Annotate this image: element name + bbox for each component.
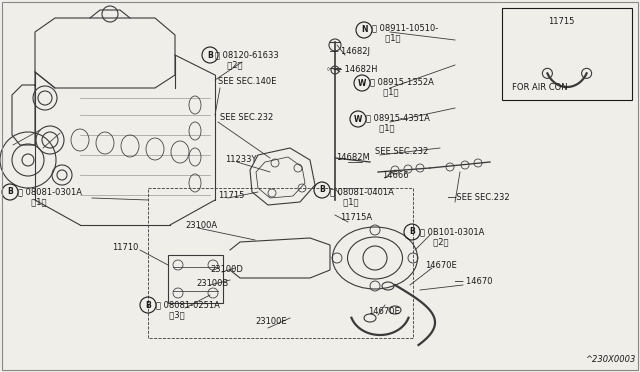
Bar: [168, 255, 223, 303]
Text: （3）: （3）: [164, 311, 184, 320]
Text: 14670E: 14670E: [368, 308, 400, 317]
Text: （1）: （1）: [338, 198, 358, 206]
Text: SEE SEC.140E: SEE SEC.140E: [218, 77, 276, 87]
Bar: [148, 188, 413, 338]
Text: SEE SEC.232: SEE SEC.232: [220, 113, 273, 122]
Text: 23100B: 23100B: [196, 279, 228, 288]
Text: ―SEE SEC.232: ―SEE SEC.232: [448, 193, 509, 202]
Text: ― 14670: ― 14670: [455, 278, 493, 286]
Text: 11710: 11710: [112, 244, 138, 253]
Text: Ⓑ 0B101-0301A: Ⓑ 0B101-0301A: [420, 228, 484, 237]
Text: （1）: （1）: [374, 124, 394, 132]
Text: ― 14682J: ― 14682J: [330, 48, 370, 57]
Text: B: B: [409, 228, 415, 237]
Text: 11715: 11715: [548, 17, 574, 26]
Text: Ⓥ 08915-4351A: Ⓥ 08915-4351A: [366, 113, 430, 122]
Text: （1）: （1）: [378, 87, 399, 96]
Text: 14666: 14666: [382, 170, 408, 180]
Text: B: B: [145, 301, 151, 310]
Text: 14682M: 14682M: [336, 154, 370, 163]
Text: Ⓑ 08120-61633: Ⓑ 08120-61633: [215, 51, 279, 60]
Text: ^230X0003: ^230X0003: [584, 355, 635, 364]
Text: W: W: [358, 78, 366, 87]
Text: Ⓑ 08911-10510-: Ⓑ 08911-10510-: [372, 23, 438, 32]
Text: Ⓥ 08915-1352A: Ⓥ 08915-1352A: [370, 77, 434, 87]
Text: B: B: [207, 51, 213, 60]
Text: （2）: （2）: [222, 61, 243, 70]
Text: B: B: [7, 187, 13, 196]
Text: 11233Y: 11233Y: [225, 155, 257, 164]
Text: 11715A: 11715A: [340, 214, 372, 222]
Text: Ⓑ 08081-0401A: Ⓑ 08081-0401A: [330, 187, 394, 196]
Text: N: N: [361, 26, 367, 35]
Text: W: W: [354, 115, 362, 124]
Text: 23100A: 23100A: [185, 221, 217, 230]
Text: （1）: （1）: [26, 198, 47, 206]
Bar: [502, 8, 632, 100]
Text: 11715: 11715: [218, 190, 244, 199]
Text: SEE SEC.232: SEE SEC.232: [375, 148, 428, 157]
Text: （2）: （2）: [428, 237, 449, 247]
Text: 14670E: 14670E: [425, 260, 457, 269]
Text: 23100D: 23100D: [210, 266, 243, 275]
Text: （1）: （1）: [380, 33, 401, 42]
Text: B: B: [319, 186, 325, 195]
Text: Ⓑ 08081-0251A: Ⓑ 08081-0251A: [156, 301, 220, 310]
Text: ◦ ― 14682H: ◦ ― 14682H: [326, 65, 378, 74]
Text: Ⓑ 08081-0301A: Ⓑ 08081-0301A: [18, 187, 82, 196]
Text: 23100E: 23100E: [255, 317, 287, 327]
Text: FOR AIR CON: FOR AIR CON: [512, 83, 568, 93]
